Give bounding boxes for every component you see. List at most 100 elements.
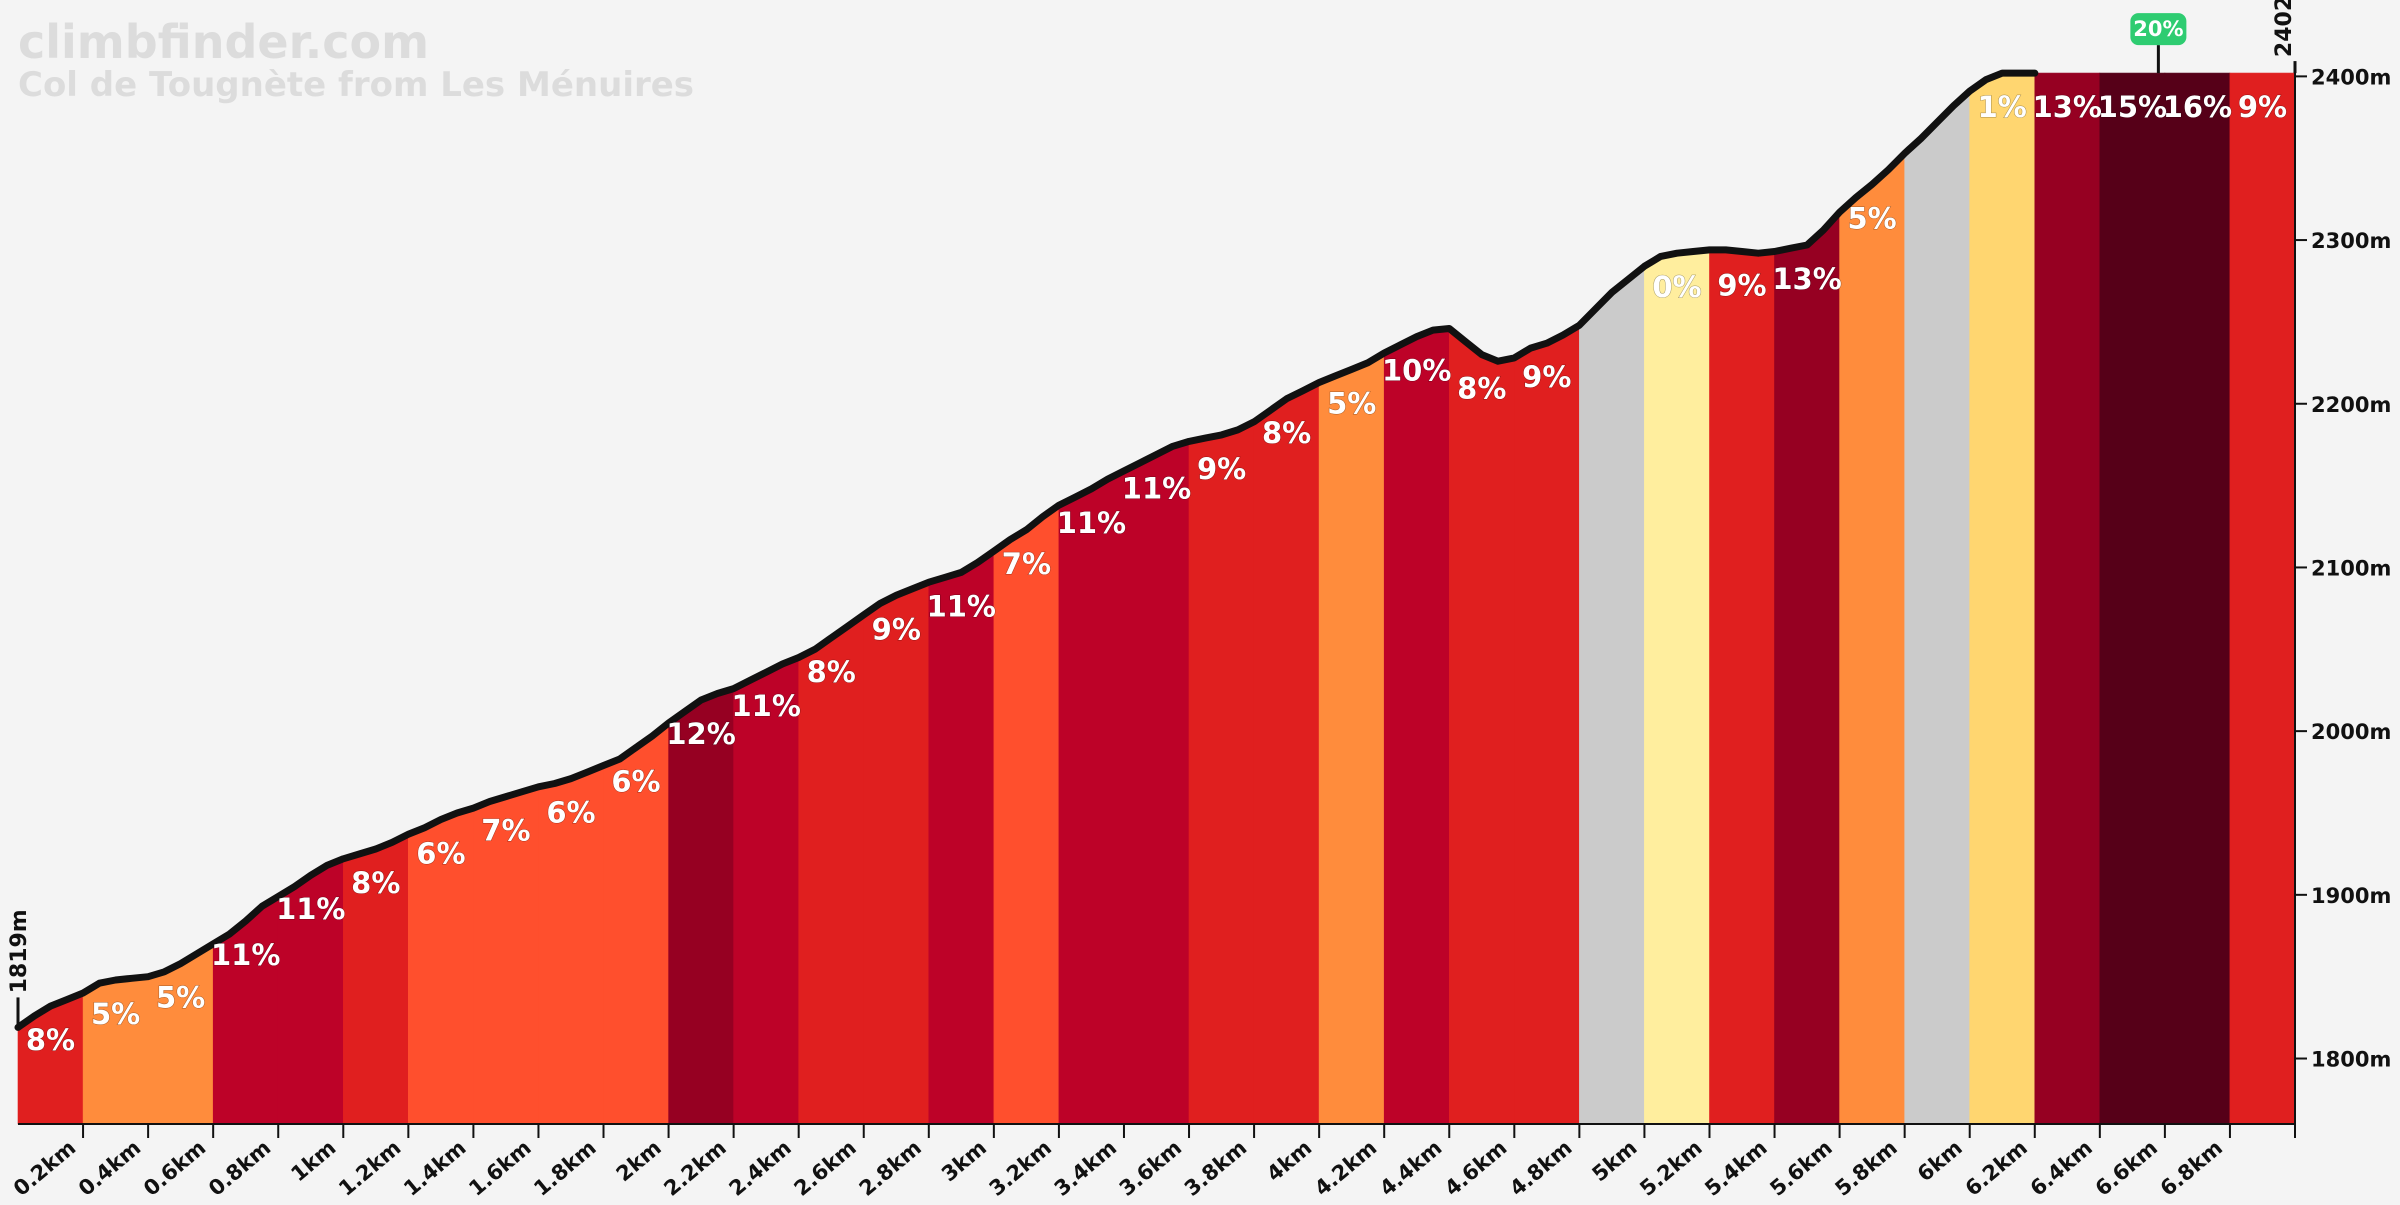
x-tick-label-21: 4.2km (1310, 1135, 1381, 1200)
x-tick-label-18: 3.6km (1115, 1135, 1186, 1200)
gradient-label-4: 11% (211, 938, 280, 972)
profile-outline (14, 69, 2039, 1031)
gradient-label-31: 1% (1978, 90, 2027, 124)
gradient-segment-33 (2099, 72, 2166, 1125)
x-tick-label-19: 3.8km (1180, 1135, 1251, 1200)
gradient-label-7: 6% (416, 837, 465, 871)
x-tick-label-3: 0.6km (139, 1135, 210, 1200)
x-tick-label-12: 2.4km (725, 1135, 796, 1200)
gradient-label-16: 7% (1002, 547, 1051, 581)
gradient-label-26: 0% (1652, 270, 1701, 304)
chart-title: Col de Tougnète from Les Ménuires (18, 65, 694, 105)
gradient-label-2: 5% (91, 997, 140, 1031)
x-tick-label-23: 4.6km (1440, 1135, 1511, 1200)
x-tick-label-4: 0.8km (204, 1135, 275, 1200)
gradient-segment-22 (1383, 328, 1450, 1125)
gradient-label-1: 8% (26, 1023, 75, 1057)
gradient-label-28: 13% (1772, 262, 1841, 296)
gradient-label-35: 9% (2238, 90, 2287, 124)
y-tick-label-5: 2200m (2311, 393, 2391, 417)
gradient-segment-23 (1449, 327, 1515, 1125)
gradient-label-24: 9% (1522, 360, 1571, 394)
x-tick-label-24: 4.8km (1505, 1135, 1576, 1200)
x-tick-label-32: 6.4km (2026, 1135, 2097, 1200)
gradient-label-17: 11% (1057, 506, 1126, 540)
gradient-label-5: 11% (276, 892, 345, 926)
x-tick-label-11: 2.2km (659, 1135, 730, 1200)
gradient-segment-13 (798, 614, 864, 1125)
gradient-label-34: 16% (2163, 90, 2232, 124)
gradient-segment-11 (668, 688, 734, 1125)
x-tick-label-7: 1.4km (399, 1135, 470, 1200)
gradient-label-11: 12% (666, 717, 735, 751)
gradient-segment-4 (212, 895, 279, 1125)
gradient-label-14: 9% (872, 612, 921, 646)
x-tick-label-22: 4.4km (1375, 1135, 1446, 1200)
gradient-segment-29 (1839, 152, 1905, 1125)
gradient-label-15: 11% (927, 589, 996, 623)
x-tick-label-30: 6km (1913, 1135, 1967, 1186)
gradient-label-21: 5% (1327, 386, 1376, 420)
y-tick-label-4: 2100m (2311, 556, 2391, 580)
y-tick-label-2: 1900m (2311, 884, 2391, 908)
x-tick-label-31: 6.2km (1961, 1135, 2032, 1200)
gradient-label-27: 9% (1717, 269, 1766, 303)
gradient-segments (17, 72, 2296, 1125)
gradient-label-8: 7% (481, 814, 530, 848)
start-elevation-label: 1819m (7, 909, 32, 993)
x-tick-label-5: 1km (286, 1135, 340, 1186)
gradient-label-18: 11% (1122, 472, 1191, 506)
gradient-label-10: 6% (611, 765, 660, 799)
gradient-label-3: 5% (156, 981, 205, 1015)
gradient-segment-26 (1644, 249, 1710, 1125)
x-tick-label-10: 2km (612, 1135, 666, 1186)
gradient-segment-17 (1058, 470, 1125, 1125)
gradient-segment-1 (17, 992, 84, 1125)
gradient-label-23: 8% (1457, 372, 1506, 406)
gradient-label-19: 9% (1197, 452, 1246, 486)
x-tick-label-15: 3km (937, 1135, 991, 1186)
x-tick-label-13: 2.6km (790, 1135, 861, 1200)
gradient-label-12: 11% (731, 689, 800, 723)
elevation-line (14, 69, 2039, 1031)
gradient-label-32: 13% (2033, 90, 2102, 124)
gradient-segment-16 (993, 504, 1060, 1125)
x-tick-label-20: 4km (1262, 1135, 1316, 1186)
gradient-segment-15 (928, 550, 995, 1125)
gradient-label-22: 10% (1382, 354, 1451, 388)
gradient-segment-18 (1123, 440, 1190, 1125)
x-tick-label-28: 5.6km (1765, 1135, 1836, 1200)
x-tick-label-34: 6.8km (2156, 1135, 2227, 1200)
markers: 1819m 2402m 20% (7, 0, 2297, 1028)
x-tick-label-29: 5.8km (1831, 1135, 1902, 1200)
gradient-segment-24 (1514, 324, 1580, 1125)
gradient-label-20: 8% (1262, 416, 1311, 450)
x-tick-label-16: 3.2km (985, 1135, 1056, 1200)
y-tick-label-3: 2000m (2311, 720, 2391, 744)
gradient-label-29: 5% (1847, 201, 1896, 235)
gradient-label-13: 8% (807, 655, 856, 689)
gradient-segment-19 (1188, 421, 1255, 1125)
y-axis: 1800m 1900m 2000m 2100m 2200m 2300m 2400m (2294, 63, 2391, 1138)
gradient-label-6: 8% (351, 866, 400, 900)
gradient-segment-28 (1774, 211, 1840, 1125)
x-tick-label-6: 1.2km (334, 1135, 405, 1200)
x-tick-label-25: 5km (1588, 1135, 1642, 1186)
gradient-segment-20 (1253, 382, 1320, 1125)
gradient-segment-32 (2034, 72, 2101, 1125)
gradient-segment-25 (1579, 265, 1645, 1125)
y-tick-label-1: 1800m (2311, 1048, 2391, 1072)
brand-watermark: climbfinder.com (18, 15, 429, 69)
gradient-segment-27 (1709, 249, 1775, 1125)
gradient-label-9: 6% (546, 796, 595, 830)
gradient-segment-21 (1318, 352, 1385, 1125)
x-tick-label-9: 1.8km (529, 1135, 600, 1200)
gradient-segment-30 (1904, 90, 1970, 1125)
gradient-segment-31 (1969, 72, 2036, 1125)
gradient-segment-12 (733, 657, 799, 1125)
gradient-segment-35 (2229, 72, 2296, 1125)
max-gradient-label: 20% (2133, 17, 2183, 41)
